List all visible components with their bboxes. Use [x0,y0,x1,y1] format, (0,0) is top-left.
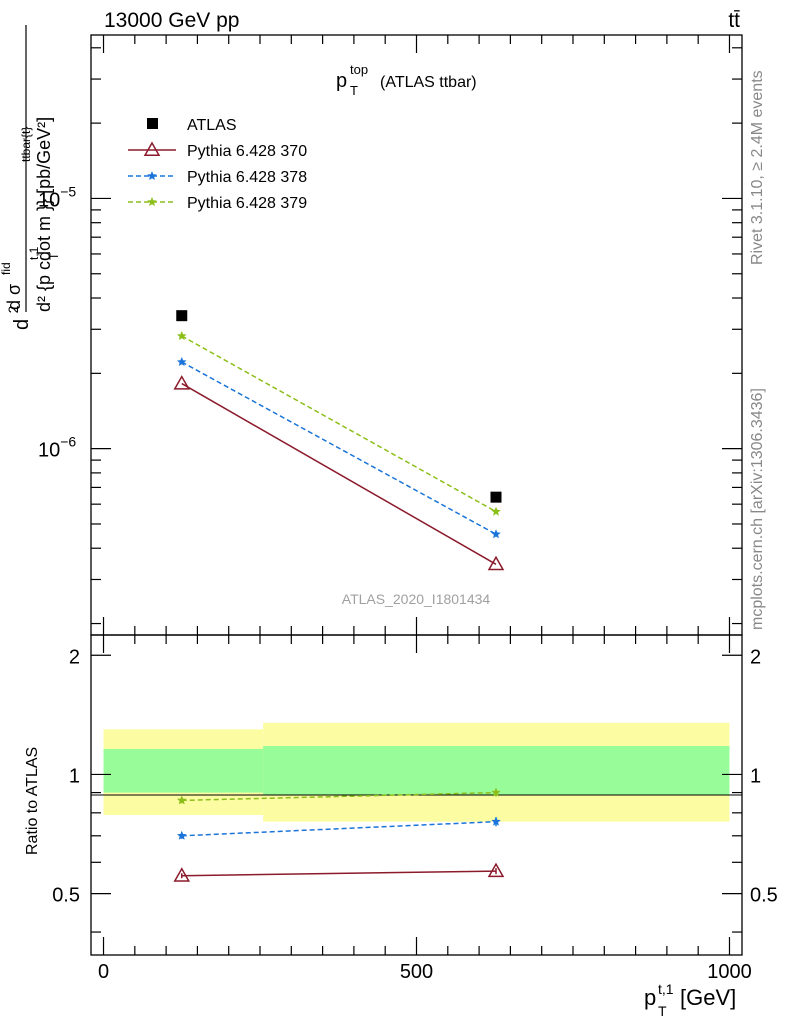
ratio-series-layer [173,787,505,882]
ratio-point [487,862,505,878]
series-pythia-6-428-370 [173,375,505,571]
series-pythia-6-428-378 [177,357,501,539]
ratio-series-line [181,820,497,837]
data-point [177,331,187,340]
ratio-series-pythia-6-428-379 [177,787,501,805]
legend-label: Pythia 6.428 379 [187,195,307,212]
energy-label: 13000 GeV pp [104,9,239,32]
title-main: p [336,70,347,92]
main-y-tick-label: 10−5 [38,183,76,211]
rivet-label: Rivet 3.1.10, ≥ 2.4M events [749,70,766,265]
legend-marker [143,141,161,156]
legend-label: Pythia 6.428 370 [187,143,307,160]
data-point [177,357,187,366]
series-line [181,361,497,535]
main-axis-ticks: 10−510−6 [38,35,742,635]
ratio-uncertainty-bands [103,722,730,822]
ratio-band-green [103,748,264,793]
ratio-series-pythia-6-428-378 [177,816,501,840]
ratio-y-tick-label-left: 2 [69,646,80,668]
x-axis-title: p T t,1 [GeV] [644,981,736,1019]
ratio-point [491,816,501,826]
xlabel-p: p [644,985,656,1010]
ratio-point [177,795,187,805]
ratio-axis-ticks: 0.5 0.5 1 1 2 2 0 500 1000 [52,635,778,983]
ylabel-sigma: 2 [5,305,21,313]
legend-item: ATLAS [147,117,237,134]
legend-item: Pythia 6.428 379 [128,195,307,212]
xlabel-unit: [GeV] [680,985,736,1010]
ratio-y-tick-label-right: 1 [750,765,761,787]
ylabel-d: d [11,319,33,330]
ratio-band-green [263,745,730,796]
ratio-series-line [181,870,497,877]
legend-label: Pythia 6.428 378 [187,169,307,186]
tick-base: 10 [38,440,60,462]
main-y-tick-label: 10−6 [38,434,76,462]
x-tick-label: 500 [400,961,433,983]
ratio-y-tick-label-left: 1 [69,765,80,787]
ylabel-fid: fid [0,262,13,275]
legend-marker [147,197,157,206]
ratio-y-axis-title: Ratio to ATLAS [24,747,41,855]
series-pythia-6-428-379 [177,331,501,516]
ylabel-sup-t1: t,1 [27,246,41,260]
xlabel-sub: T [658,1003,667,1019]
xlabel-sup: t,1 [658,981,674,997]
series-line [181,382,497,565]
analysis-watermark: ATLAS_2020_I1801434 [342,591,491,607]
data-point [487,555,505,571]
legend-marker [147,118,158,129]
title-rest: (ATLAS ttbar) [380,74,477,91]
data-point [173,375,191,390]
main-y-axis-title: d 2 d σ fid d² {p cdot m }} [pb/GeV²] T … [0,25,61,330]
ratio-series-line [181,791,497,802]
data-point [491,506,501,516]
ylabel-sub-t: T [47,252,61,260]
data-point [491,529,501,539]
ylabel-numerator: d σ [4,284,24,310]
ylabel-denominator: d² {p cdot m }} [pb/GeV²] [34,117,54,312]
svg-text:d 2: d 2 [5,305,33,330]
tick-exponent: −6 [60,434,76,450]
legend: ATLAS Pythia 6.428 370 Pythia 6.428 378 Pyt… [128,117,307,212]
legend-item: Pythia 6.428 370 [128,141,307,160]
ratio-y-tick-label-right: 0.5 [750,885,778,907]
title-sub: T [350,83,358,98]
legend-marker [147,171,157,180]
tick-exponent: −5 [60,183,76,199]
series-atlas [176,310,502,503]
ratio-series-pythia-6-428-370 [173,862,505,882]
title-sup: top [350,62,368,77]
ratio-y-tick-label-left: 0.5 [52,885,80,907]
x-tick-label: 0 [98,961,109,983]
series-line [181,335,497,513]
ratio-y-tick-label-right: 2 [750,646,761,668]
ratio-point [173,867,191,882]
process-label: tt̄ [728,9,740,32]
ratio-point [177,830,187,840]
main-plot-title: p top T (ATLAS ttbar) [336,62,477,98]
main-series-layer [173,310,505,571]
tick-base: 10 [38,189,60,211]
ylabel-sup-ttbar: ttbar{t} [19,127,33,162]
source-label: mcplots.cern.ch [arXiv:1306.3436] [749,388,766,630]
data-point [490,491,502,503]
legend-label: ATLAS [187,117,237,134]
legend-item: Pythia 6.428 378 [128,169,307,186]
x-tick-label: 1000 [707,961,752,983]
data-point [176,310,188,322]
ratio-point [491,787,501,797]
